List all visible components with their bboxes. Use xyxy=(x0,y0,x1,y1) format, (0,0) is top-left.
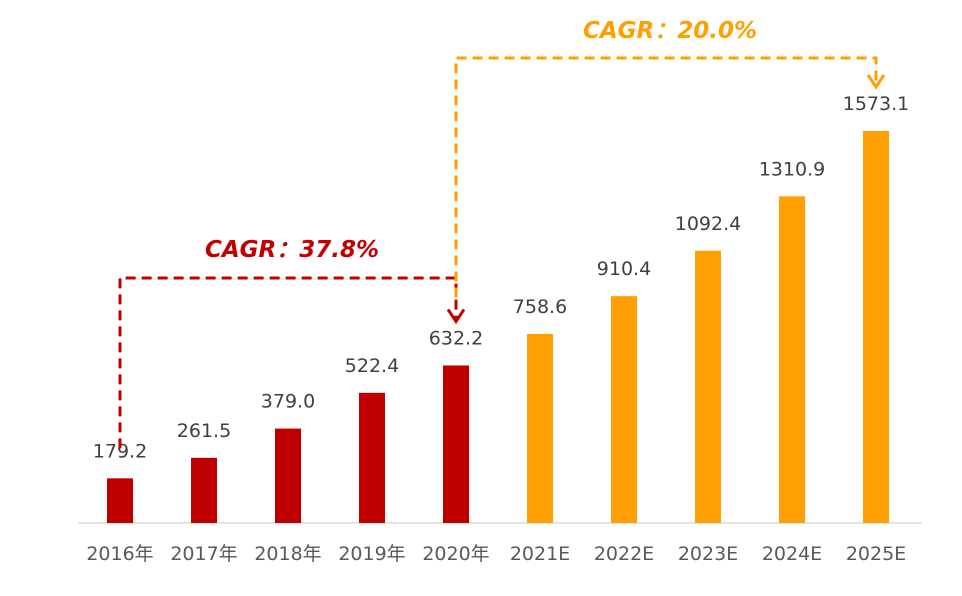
x-tick-label: 2025E xyxy=(846,543,906,565)
x-tick-label: 2021E xyxy=(510,543,570,565)
data-label: 1573.1 xyxy=(843,93,909,115)
cagr-label: CAGR：37.8% xyxy=(205,237,379,263)
x-tick-label: 2019年 xyxy=(338,543,405,565)
bar xyxy=(863,131,889,523)
cagr-arrow-head xyxy=(446,308,466,325)
x-tick-label: 2020年 xyxy=(422,543,489,565)
data-label: 1092.4 xyxy=(675,213,741,235)
data-label: 910.4 xyxy=(597,258,651,280)
x-tick-label: 2016年 xyxy=(86,543,153,565)
bars-group xyxy=(107,131,889,523)
cagr-arrow-head xyxy=(866,74,886,90)
cagr-annotations-group: CAGR：37.8% CAGR：20.0% xyxy=(118,18,886,449)
bar xyxy=(443,365,469,523)
data-label: 179.2 xyxy=(93,440,147,462)
cagr-label: CAGR：20.0% xyxy=(583,18,757,44)
data-label: 632.2 xyxy=(429,327,483,349)
bar xyxy=(527,333,553,523)
bar xyxy=(191,457,217,523)
bar xyxy=(695,250,721,523)
data-label: 522.4 xyxy=(345,355,399,377)
x-tick-labels-group: 2016年 2017年 2018年 2019年 2020年 2021E 2022E 2023E… xyxy=(86,543,906,565)
bar xyxy=(359,392,385,523)
data-label: 758.6 xyxy=(513,296,567,318)
bar xyxy=(611,296,637,523)
data-label: 1310.9 xyxy=(759,158,825,180)
x-tick-label: 2023E xyxy=(678,543,738,565)
bar xyxy=(779,196,805,523)
x-tick-label: 2018年 xyxy=(254,543,321,565)
value-labels-group: 179.2 261.5 379.0 522.4 632.2 758.6 910.4 1092.… xyxy=(93,93,909,462)
cagr-bracket-line xyxy=(118,276,458,449)
x-tick-label: 2024E xyxy=(762,543,822,565)
x-tick-label: 2022E xyxy=(594,543,654,565)
bar xyxy=(107,478,133,523)
data-label: 379.0 xyxy=(261,391,315,413)
x-tick-label: 2017年 xyxy=(170,543,237,565)
data-label: 261.5 xyxy=(177,420,231,442)
cagr-bracket-line xyxy=(454,56,878,298)
bar xyxy=(275,428,301,523)
